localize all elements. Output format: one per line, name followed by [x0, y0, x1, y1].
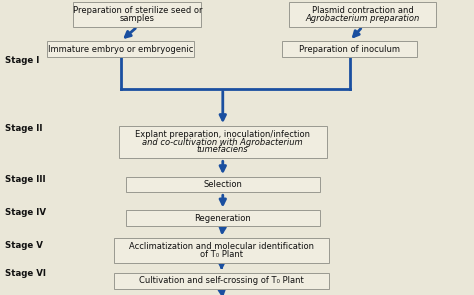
Text: Selection: Selection — [203, 180, 242, 189]
Text: Stage V: Stage V — [5, 241, 43, 250]
Text: Stage I: Stage I — [5, 56, 39, 65]
FancyBboxPatch shape — [73, 2, 201, 27]
Text: Stage III: Stage III — [5, 176, 46, 184]
Text: Acclimatization and molecular identification: Acclimatization and molecular identifica… — [129, 242, 314, 251]
FancyBboxPatch shape — [114, 273, 329, 289]
FancyBboxPatch shape — [126, 177, 320, 192]
Text: Stage II: Stage II — [5, 124, 42, 133]
FancyBboxPatch shape — [47, 41, 194, 57]
Text: and co-cultivation with Agrobacterium: and co-cultivation with Agrobacterium — [143, 138, 303, 147]
FancyBboxPatch shape — [126, 210, 320, 226]
Text: Stage VI: Stage VI — [5, 269, 46, 278]
FancyBboxPatch shape — [114, 238, 329, 263]
Text: Agrobacterium preparation: Agrobacterium preparation — [305, 14, 420, 23]
Text: of T₀ Plant: of T₀ Plant — [200, 250, 243, 259]
Text: samples: samples — [120, 14, 155, 23]
Text: Cultivation and self-crossing of T₀ Plant: Cultivation and self-crossing of T₀ Plan… — [139, 276, 304, 285]
Text: tumefaciens: tumefaciens — [197, 145, 248, 154]
Text: Preparation of sterilize seed or: Preparation of sterilize seed or — [73, 6, 202, 15]
FancyBboxPatch shape — [289, 2, 436, 27]
FancyBboxPatch shape — [118, 126, 327, 158]
Text: Regeneration: Regeneration — [194, 214, 251, 222]
Text: Stage IV: Stage IV — [5, 209, 46, 217]
Text: Plasmid contraction and: Plasmid contraction and — [312, 6, 413, 15]
Text: Immature embryo or embryogenic: Immature embryo or embryogenic — [48, 45, 193, 54]
Text: Preparation of inoculum: Preparation of inoculum — [299, 45, 400, 54]
FancyBboxPatch shape — [282, 41, 417, 57]
Text: Explant preparation, inoculation/infection: Explant preparation, inoculation/infecti… — [135, 130, 310, 139]
